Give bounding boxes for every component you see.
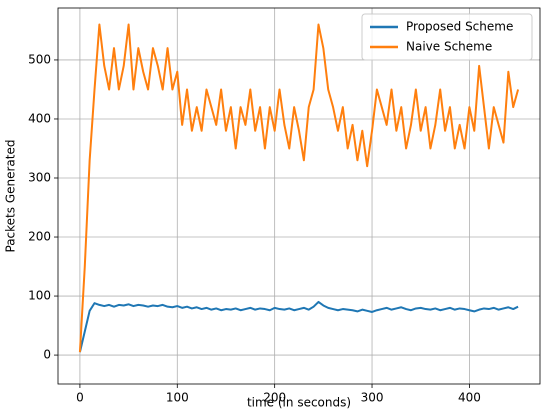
data-line [78,23,520,353]
y-tick-label: 200 [28,230,51,244]
y-tick-label: 0 [43,348,51,362]
y-tick-label: 300 [28,170,51,184]
y-tick-label: 100 [28,289,51,303]
x-tick-label: 300 [361,391,384,405]
y-tick-label: 400 [28,111,51,125]
x-tick-label: 400 [458,391,481,405]
x-tick-label: 0 [76,391,84,405]
y-tick-label: 500 [28,52,51,66]
x-tick-label: 200 [263,391,286,405]
y-axis-label: Packets Generated [4,140,18,253]
data-line [78,300,519,353]
plot-frame [57,7,541,385]
x-axis-label: time (in seconds) [247,396,351,410]
x-tick-label: 100 [166,391,189,405]
legend-label: Naive Scheme [406,40,492,54]
legend-label: Proposed Scheme [406,20,513,34]
legend: Proposed Scheme Naive Scheme [361,13,533,61]
legend-box [361,13,533,61]
